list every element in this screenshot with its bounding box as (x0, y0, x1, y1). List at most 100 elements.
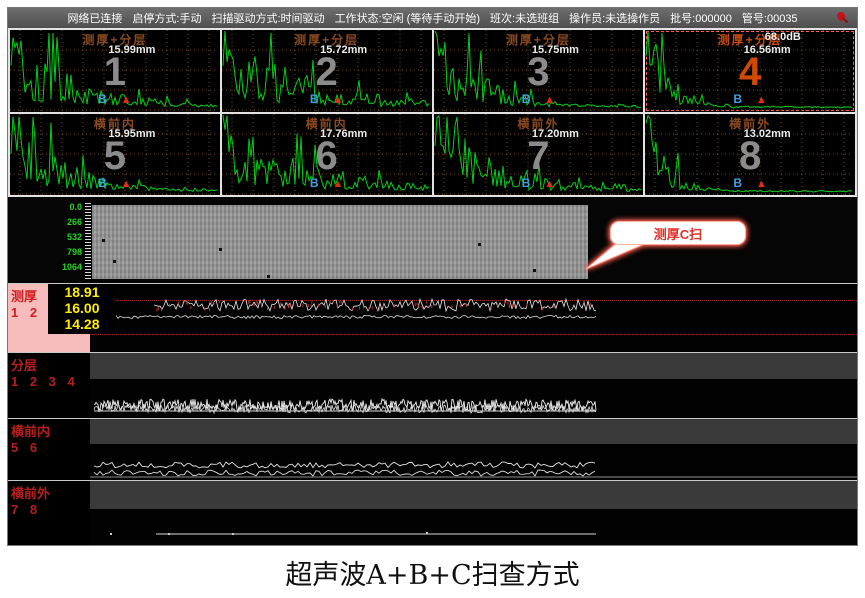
thickness-value: 17.20mm (531, 127, 579, 140)
cscan-axis-label: 266 (66, 217, 82, 227)
ascan-panel-title: 横前内 (93, 116, 136, 131)
bscan-row-label[interactable]: 横前内 5 6 (8, 419, 90, 480)
bscan-values-box: 18.91 16.00 14.28 (48, 284, 116, 334)
figure-caption: 超声波A+B+C扫查方式 (285, 560, 580, 591)
cscan-defect-dot (113, 260, 116, 263)
cscan-defect-dot (102, 239, 105, 242)
a-gate-icon: ▲ (756, 177, 767, 190)
bscan-trace (110, 532, 596, 535)
ascan-panel-title: 横前外 (729, 116, 772, 131)
b-gate-icon: B (98, 175, 107, 190)
a-gate-icon: ▲ (120, 94, 132, 106)
bscan-plot[interactable] (90, 481, 857, 545)
gate-threshold-line (90, 334, 857, 335)
ascan-panel-title: 测厚+分层 (82, 33, 148, 47)
cscan-tick-marks (85, 203, 91, 279)
bscan-row-channels: 7 8 (11, 502, 42, 517)
thickness-value: 15.95mm (108, 127, 156, 140)
ascan-panel-8[interactable]: 横前外 13.02mm 8 B ▲ (645, 113, 855, 195)
cscan-callout-label: 测厚C扫 (653, 226, 703, 242)
ascan-panel-title: 测厚+分层 (294, 33, 360, 47)
status-item-5: 操作员:未选操作员 (569, 13, 661, 25)
a-gate-icon: ▲ (544, 94, 556, 106)
ascan-panel-6[interactable]: 横前内 17.76mm 6 B ▲ (221, 113, 432, 195)
bscan-row-label[interactable]: 分层 1 2 3 4 (8, 353, 90, 418)
ascan-panel-7[interactable]: 横前外 17.20mm 7 B ▲ (433, 113, 644, 195)
status-bar: 网络已连接 启停方式:手动 扫描驱动方式:时间驱动 工作状态:空闲 (等待手动开始) 班… (8, 8, 857, 29)
channel-number: 1 (103, 50, 126, 94)
cscan-axis-label: 0.0 (69, 202, 82, 212)
channel-number: 4 (739, 50, 762, 94)
a-gate-icon: ▲ (332, 177, 344, 190)
ascan-waveform (433, 30, 642, 111)
ascan-waveform (10, 30, 218, 111)
bscan-trace (90, 461, 857, 478)
bscan-grayband (90, 419, 857, 444)
channel-number: 3 (527, 50, 550, 94)
ascan-panel-2[interactable]: 测厚+分层 15.72mm 2 B ▲ (221, 30, 432, 112)
status-item-4: 班次:未选班组 (490, 13, 560, 25)
ascan-panel-title: 横前外 (517, 116, 560, 131)
bscan-row-name: 横前外 (11, 486, 51, 501)
ascan-grid: 测厚+分层 15.99mm 1 B ▲ 测厚+分层 15.72mm 2 B ▲ 测厚+分层 15.75… (8, 28, 857, 197)
ascan-panel-title: 测厚+分层 (505, 33, 571, 47)
channel-number: 7 (527, 133, 550, 178)
bscan-plot[interactable] (90, 284, 857, 352)
a-gate-icon: ▲ (544, 177, 556, 190)
cscan-defect-dot (478, 243, 481, 246)
cscan-defect-dot (533, 269, 536, 272)
channel-number: 6 (315, 133, 338, 178)
bscan-trace (95, 297, 597, 320)
b-gate-icon: B (309, 175, 319, 190)
pin-icon (835, 10, 847, 22)
ascan-waveform (645, 113, 854, 195)
ascan-panel-4[interactable]: 测厚+分层 68.0dB 16.56mm 4 B ▲ (645, 30, 855, 112)
cscan-strip: 0.0 266 532 798 1064 测厚C扫 (8, 197, 857, 283)
thickness-value: 15.72mm (320, 44, 368, 56)
thickness-value: 17.76mm (320, 127, 368, 140)
bscan-grayband (90, 481, 857, 509)
ascan-waveform (10, 113, 218, 195)
thickness-value: 15.99mm (108, 44, 156, 56)
bscan-measure-value: 18.91 (64, 284, 100, 300)
ascan-panel-5[interactable]: 横前内 15.95mm 5 B ▲ (10, 113, 220, 195)
thickness-value: 13.02mm (743, 127, 791, 140)
bscan-row-label[interactable]: 横前外 7 8 (8, 481, 90, 545)
ascan-panel-title: 横前内 (305, 116, 348, 131)
bscan-row-1: 分层 1 2 3 4 (8, 352, 857, 418)
bscan-row-3: 横前外 7 8 (8, 480, 857, 545)
ascan-panel-3[interactable]: 测厚+分层 15.75mm 3 B ▲ (433, 30, 644, 112)
bscan-trace (93, 397, 597, 415)
bscan-plot[interactable] (90, 419, 857, 480)
bscan-row-channels: 1 2 3 (11, 305, 60, 320)
ascan-waveform (433, 113, 642, 195)
channel-number: 5 (103, 133, 126, 178)
status-item-2: 扫描驱动方式:时间驱动 (211, 13, 325, 25)
bscan-grayband (90, 353, 857, 379)
b-gate-icon: B (309, 92, 319, 106)
cscan-axis-label: 532 (66, 232, 82, 242)
ascan-waveform (645, 30, 854, 111)
ascan-waveform (221, 113, 430, 195)
b-gate-icon: B (733, 175, 743, 190)
gate-threshold-line (90, 300, 857, 301)
cscan-image[interactable] (92, 205, 588, 279)
a-gate-icon: ▲ (756, 94, 767, 106)
bscan-row-channels: 1 2 3 4 (11, 374, 79, 389)
status-item-0: 网络已连接 (67, 13, 123, 25)
bscan-plot[interactable] (90, 353, 857, 418)
status-item-3: 工作状态:空闲 (等待手动开始) (334, 13, 481, 25)
bscan-row-2: 横前内 5 6 (8, 418, 857, 480)
bscan-row-name: 测厚 (11, 289, 38, 304)
b-gate-icon: B (733, 92, 743, 106)
bscan-measure-value: 16.00 (64, 300, 100, 316)
cscan-defect-dot (219, 248, 222, 251)
cscan-callout: 测厚C扫 (610, 221, 746, 245)
status-item-6: 批号:000000 (670, 13, 732, 25)
ascan-panel-1[interactable]: 测厚+分层 15.99mm 1 B ▲ (10, 30, 220, 112)
channel-number: 8 (739, 133, 762, 178)
cscan-callout-wrap: 测厚C扫 (8, 197, 857, 283)
b-gate-icon: B (521, 175, 531, 190)
cscan-axis-label: 798 (66, 247, 82, 257)
